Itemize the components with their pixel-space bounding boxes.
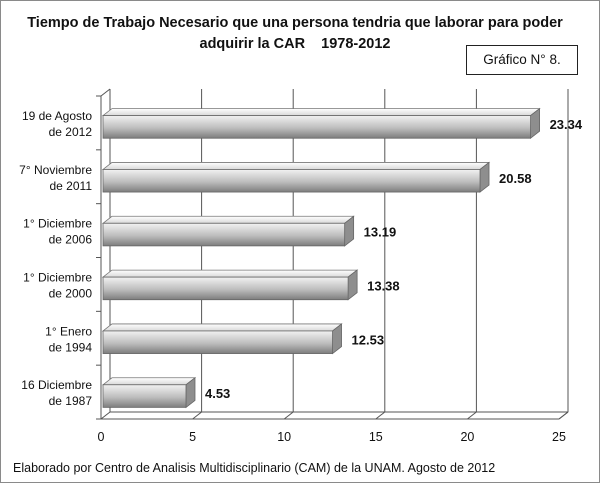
bar xyxy=(101,323,343,355)
bar-value-label: 13.38 xyxy=(367,278,400,293)
category-label: 1° Enero de 1994 xyxy=(45,324,92,354)
bar-front-face xyxy=(102,222,346,247)
labels-layer: 0 5 10 15 20 25 23.34 19 de Agosto de 2012 20.58 7… xyxy=(19,109,583,444)
x-tick-label: 20 xyxy=(460,430,474,444)
category-label: 7° Noviembre de 2011 xyxy=(19,163,92,193)
chart-title-line-1: Tiempo de Trabajo Necesario que una pers… xyxy=(27,15,563,31)
x-tick-label: 5 xyxy=(189,430,196,444)
bar-top-face xyxy=(101,323,343,332)
bar xyxy=(101,376,197,409)
category-label: 1° Diciembre de 2006 xyxy=(23,217,92,247)
x-tick-label: 0 xyxy=(98,430,105,444)
bar-front-face xyxy=(102,330,333,354)
category-label: 1° Diciembre de 2000 xyxy=(23,270,92,300)
bars-layer xyxy=(101,107,541,409)
source-note: Elaborado por Centro de Analisis Multidi… xyxy=(13,461,496,475)
gridline-depth xyxy=(558,411,569,420)
gridline-depth xyxy=(192,411,202,420)
bar xyxy=(101,107,541,140)
figure-label: Gráfico N° 8. xyxy=(466,45,578,75)
category-label: 16 Diciembre de 1987 xyxy=(21,378,92,408)
bar-front-face xyxy=(102,276,349,301)
chart-title-line-2: adquirir la CAR 1978-2012 xyxy=(199,36,391,52)
gridline-depth xyxy=(375,411,386,420)
bar-top-face xyxy=(101,215,355,224)
bar-value-label: 23.34 xyxy=(550,117,583,132)
grid-layer xyxy=(96,88,569,420)
bar-value-label: 20.58 xyxy=(499,171,532,186)
x-tick-label: 25 xyxy=(552,430,566,444)
bar-front-face xyxy=(102,384,187,408)
bar-value-label: 12.53 xyxy=(352,332,385,347)
bar-top-face xyxy=(101,108,541,117)
bar-top-face xyxy=(101,269,359,278)
bar-top-face xyxy=(101,162,491,170)
gridline-depth xyxy=(283,411,294,420)
chart-title: Tiempo de Trabajo Necesario que una pers… xyxy=(21,13,569,55)
x-tick-label: 15 xyxy=(369,430,383,444)
bar-front-face xyxy=(102,115,531,139)
bar-value-label: 4.53 xyxy=(205,386,230,401)
bar-front-face xyxy=(102,169,481,193)
bar-value-label: 13.19 xyxy=(364,225,397,240)
chart-floor xyxy=(100,411,569,420)
y-axis-depth-edge xyxy=(100,88,111,97)
bar-top-face xyxy=(101,377,197,386)
bar xyxy=(101,215,355,247)
category-label: 19 de Agosto de 2012 xyxy=(22,109,92,139)
bar xyxy=(101,161,491,193)
bar xyxy=(101,269,359,301)
x-tick-label: 10 xyxy=(277,430,291,444)
gridline-depth xyxy=(467,411,477,420)
